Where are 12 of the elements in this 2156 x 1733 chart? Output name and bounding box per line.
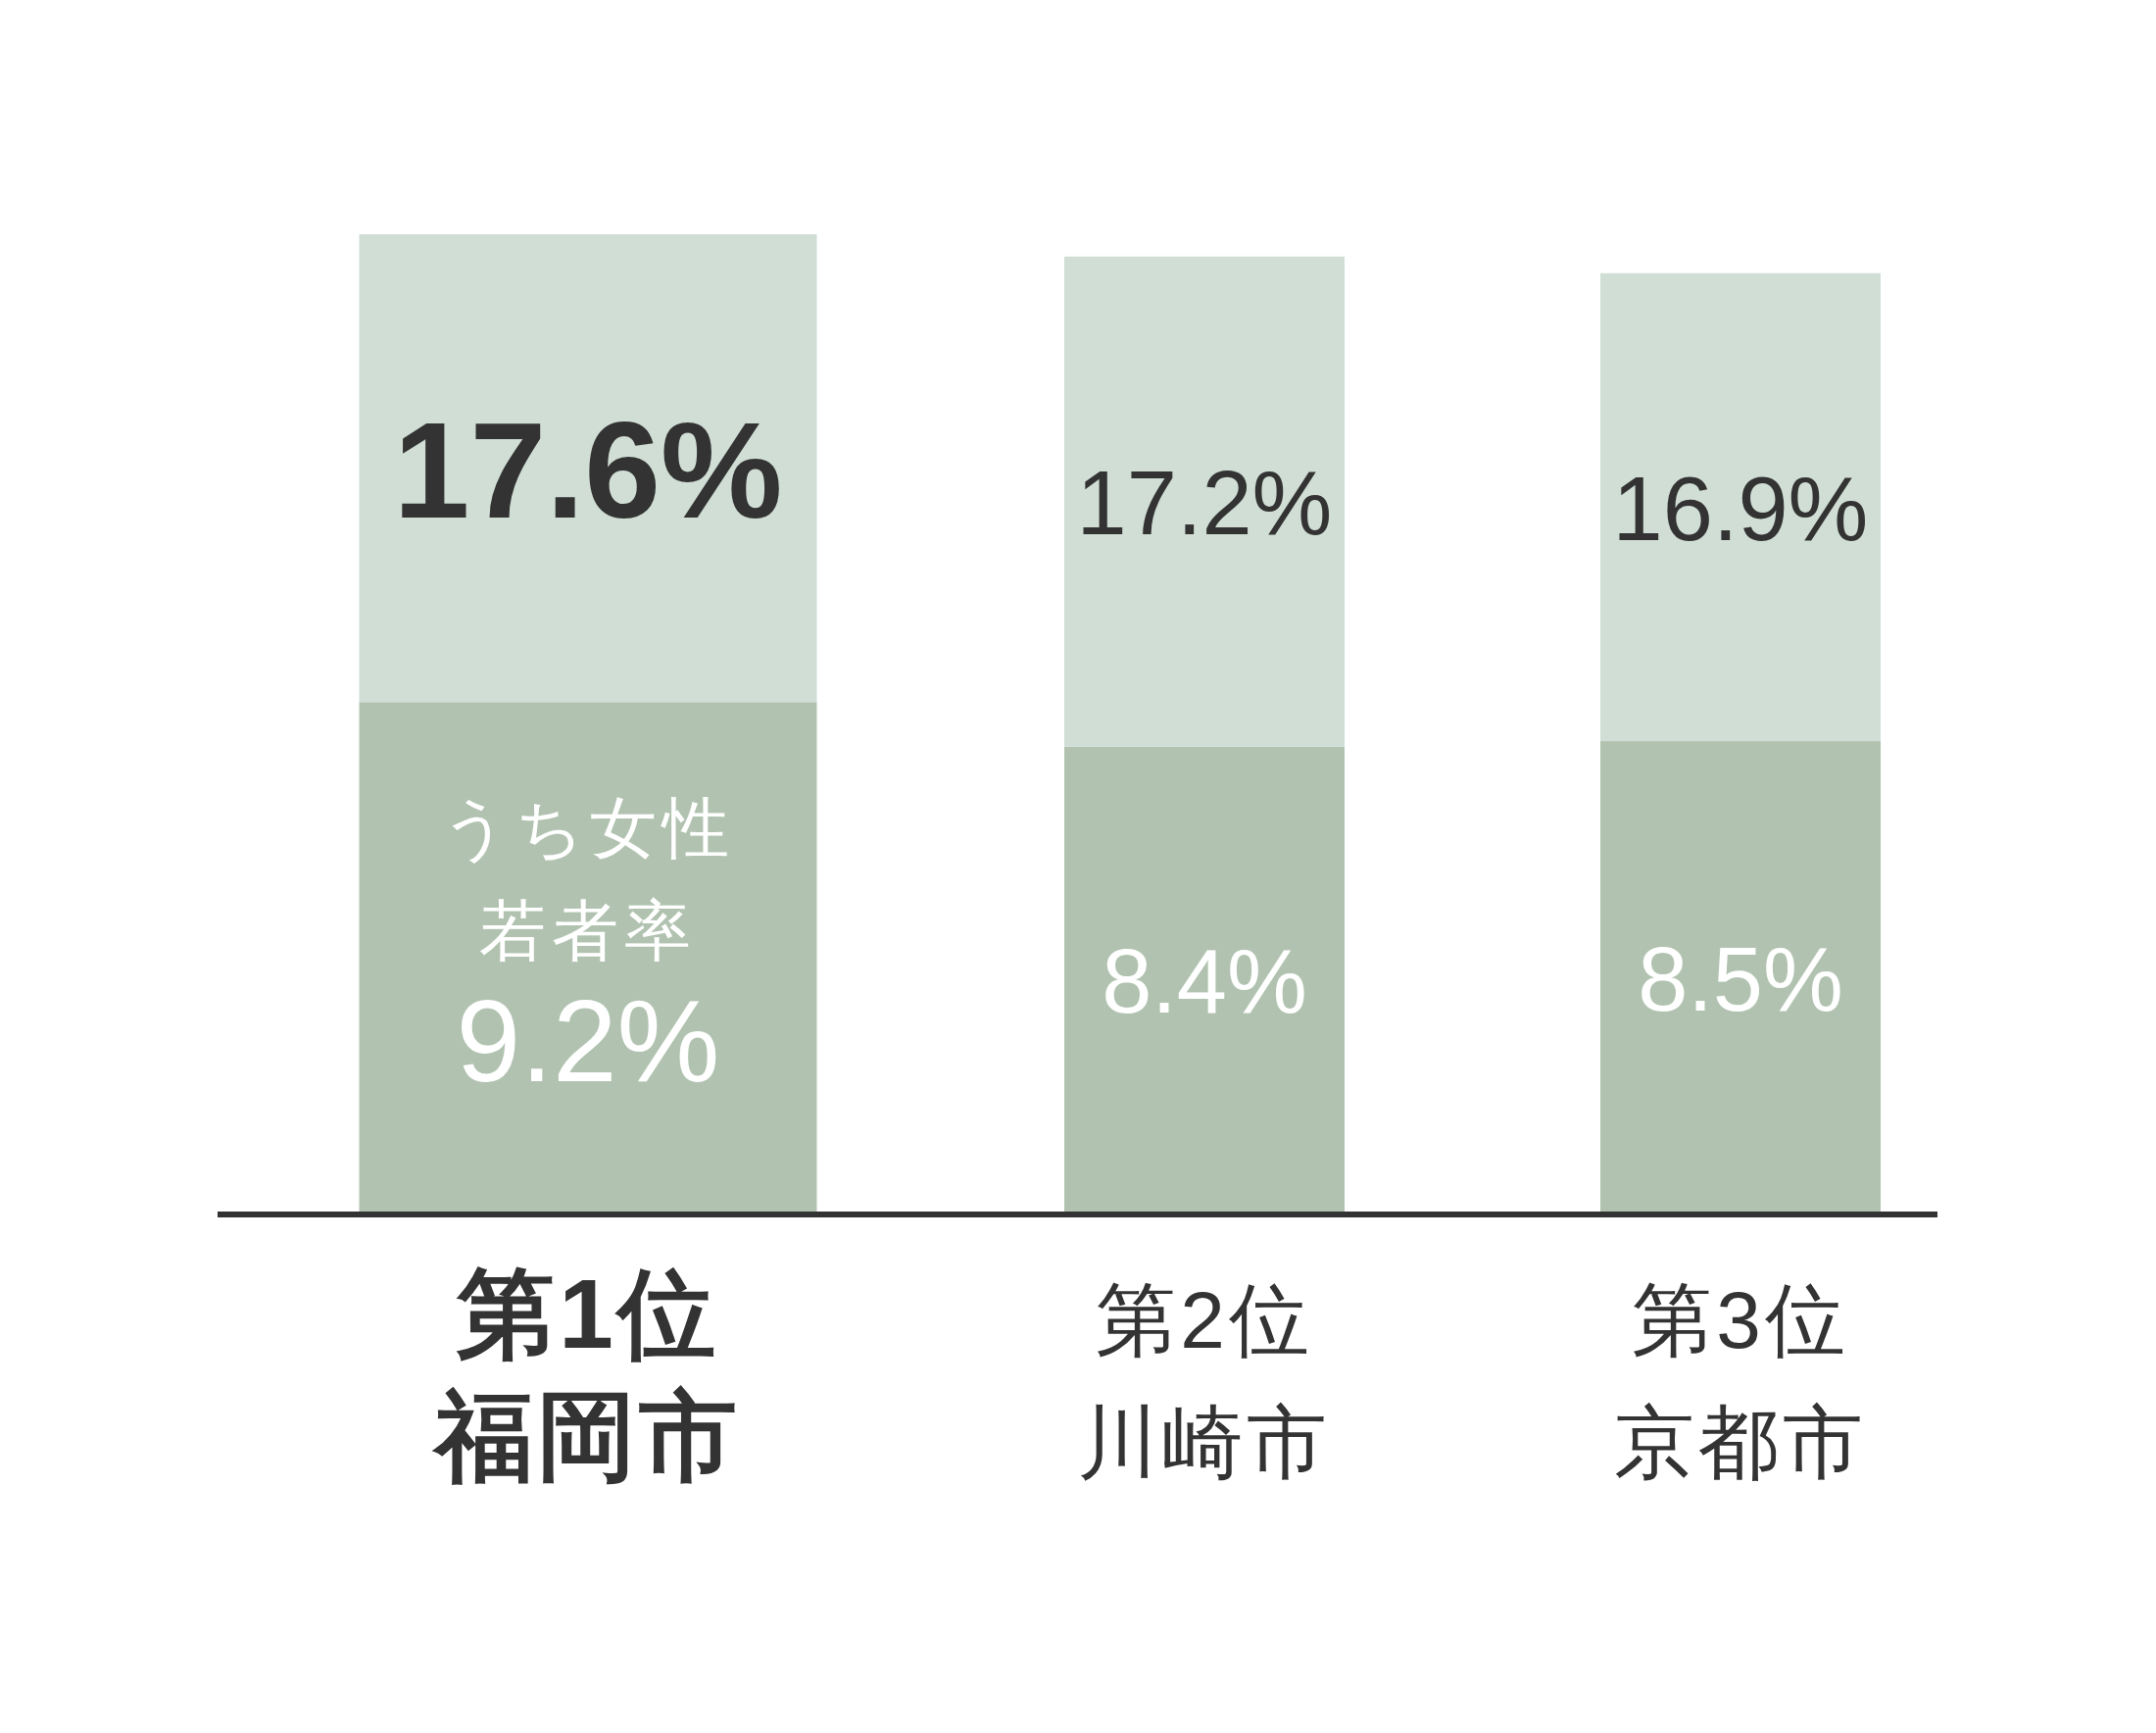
x-tick-label: 第1位福岡市 [431, 1259, 741, 1491]
total-label: 17.2% [1076, 452, 1333, 553]
bar [1600, 272, 1881, 742]
x-tick-label: 第2位川崎市 [1078, 1275, 1331, 1487]
data-label: 8.4% [1102, 931, 1307, 1032]
bar [1600, 741, 1881, 1214]
data-label: 8.5% [1638, 928, 1843, 1029]
series-label: うち女性若者率 [441, 789, 735, 967]
total-label: 17.6% [393, 393, 783, 548]
total-label: 16.9% [1612, 458, 1869, 559]
data-label: 9.2% [456, 975, 720, 1106]
x-tick-label: 第3位京都市 [1614, 1275, 1867, 1487]
